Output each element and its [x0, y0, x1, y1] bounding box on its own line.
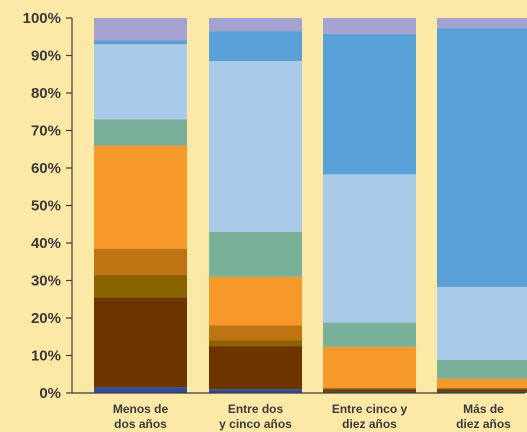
bar-segment-cat0-s6	[94, 44, 187, 120]
x-category-label-line: Entre dos	[228, 402, 284, 416]
bar-segment-cat1-s8	[209, 18, 302, 32]
y-tick-label: 60%	[31, 160, 61, 177]
y-tick-label: 10%	[31, 348, 61, 365]
bar-segment-cat2-s7	[323, 33, 416, 175]
bar-segment-cat1-s6	[209, 61, 302, 232]
x-category-label: Más de diez años	[456, 402, 511, 431]
x-category-label-line: Entre cinco y	[332, 402, 408, 416]
bar-segment-cat1-s0	[209, 389, 302, 393]
bar-segment-cat0-s3	[94, 248, 187, 275]
y-tick-label: 50%	[31, 198, 61, 215]
bar-segment-cat3-s4	[437, 378, 527, 389]
bar-segment-cat2-s1	[323, 389, 416, 392]
x-category-label: Entre cinco y diez años	[332, 402, 408, 431]
bar-segment-cat1-s5	[209, 231, 302, 277]
y-tick-label: 20%	[31, 310, 61, 327]
y-tick-label: 30%	[31, 273, 61, 290]
bar-segment-cat0-s2	[94, 274, 187, 298]
x-category-label-line: diez años	[456, 417, 511, 431]
bar-segment-cat1-s2	[209, 340, 302, 347]
bar-segment-cat3-s5	[437, 360, 527, 379]
bar-segment-cat0-s1	[94, 297, 187, 388]
bar-segment-cat2-s8	[323, 18, 416, 34]
x-category-label-line: diez años	[342, 417, 397, 431]
x-category-label-line: Menos de	[113, 402, 169, 416]
bar-segment-cat0-s5	[94, 119, 187, 146]
x-category-label: Menos de dos años	[113, 402, 169, 431]
bars-layer	[94, 18, 527, 393]
bar-segment-cat1-s4	[209, 276, 302, 326]
bar-segment-cat3-s7	[437, 28, 527, 287]
bar-segment-cat3-s2	[437, 388, 527, 390]
bar-segment-cat2-s4	[323, 346, 416, 389]
x-category-label: Entre dos y cinco años	[219, 402, 292, 431]
bar-segment-cat3-s8	[437, 18, 527, 29]
bar-segment-cat1-s3	[209, 325, 302, 341]
bar-segment-cat1-s1	[209, 346, 302, 390]
bar-segment-cat2-s2	[323, 388, 416, 390]
bar-segment-cat2-s5	[323, 322, 416, 347]
y-axis: 0% 10% 20% 30% 40% 50% 60% 70% 80% 90% 100%	[23, 10, 73, 402]
bar-segment-cat3-s6	[437, 286, 527, 360]
bar-segment-cat0-s7	[94, 40, 187, 45]
y-tick-label: 70%	[31, 123, 61, 140]
x-category-label-line: dos años	[114, 417, 167, 431]
y-tick-label: 0%	[39, 385, 61, 402]
bar-segment-cat0-s8	[94, 18, 187, 41]
x-category-label-line: Más de	[463, 402, 504, 416]
bar-segment-cat3-s1	[437, 389, 527, 392]
y-tick-label: 40%	[31, 235, 61, 252]
y-tick-label: 100%	[23, 10, 61, 27]
x-category-label-line: y cinco años	[219, 417, 292, 431]
bar-segment-cat2-s6	[323, 174, 416, 323]
bar-segment-cat0-s4	[94, 145, 187, 249]
bar-segment-cat0-s0	[94, 387, 187, 393]
y-tick-label: 80%	[31, 85, 61, 102]
bar-segment-cat1-s7	[209, 31, 302, 62]
y-tick-label: 90%	[31, 48, 61, 65]
